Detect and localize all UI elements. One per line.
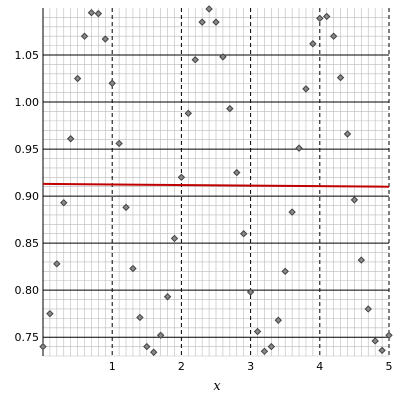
data-point (281, 267, 289, 276)
y-tick-label: 1.05 (15, 49, 40, 62)
data-point (143, 342, 151, 351)
y-tick-label: 0.90 (15, 190, 40, 203)
trend-line-layer (42, 182, 390, 188)
data-point (156, 331, 165, 340)
data-point (136, 313, 144, 322)
data-point (219, 53, 227, 61)
major-grid (42, 8, 390, 356)
data-point (198, 18, 206, 26)
data-point (122, 203, 130, 212)
data-point (101, 35, 109, 43)
x-tick-label: 1 (109, 360, 116, 373)
data-point (288, 208, 296, 216)
data-point (39, 342, 47, 351)
data-point (316, 14, 324, 23)
data-point (267, 342, 276, 351)
trend-line (42, 182, 390, 188)
data-point (115, 139, 123, 148)
minor-grid (43, 8, 389, 357)
data-point (73, 74, 82, 83)
data-point (87, 8, 96, 17)
y-tick-label: 0.80 (15, 284, 40, 297)
data-point (60, 198, 68, 207)
data-point (239, 230, 248, 238)
data-point (378, 346, 386, 355)
data-point (53, 260, 61, 268)
data-point (205, 5, 213, 13)
x-axis-label: x (213, 379, 221, 394)
data-point (274, 316, 282, 324)
data-point (66, 135, 75, 143)
data-point (184, 109, 193, 118)
y-tick-label: 1.00 (15, 96, 40, 109)
data-point (233, 168, 241, 177)
data-point (309, 40, 317, 48)
data-point (323, 12, 331, 21)
data-point (170, 234, 179, 243)
data-point (385, 331, 393, 340)
data-point (302, 85, 310, 93)
data-point (364, 305, 372, 313)
x-tick-labels: 1 2 3 4 5 (109, 360, 393, 373)
data-points (39, 5, 393, 356)
data-point (80, 32, 89, 40)
data-point (329, 32, 338, 40)
data-point (246, 288, 255, 296)
data-point (212, 18, 220, 26)
x-tick-label: 5 (386, 360, 393, 373)
data-point (260, 347, 269, 356)
data-point (177, 173, 186, 182)
y-tick-label: 0.75 (15, 331, 40, 344)
data-point (150, 348, 158, 356)
data-point (191, 56, 199, 64)
x-tick-label: 4 (316, 360, 323, 373)
data-point (295, 144, 303, 152)
data-point (129, 264, 137, 273)
data-point (253, 327, 262, 336)
y-tick-label: 0.85 (15, 237, 40, 250)
x-tick-label: 2 (178, 360, 185, 373)
data-point (343, 130, 352, 138)
data-point (350, 196, 359, 204)
data-point (371, 337, 379, 345)
y-tick-labels: 0.75 0.80 0.85 0.90 0.95 1.00 1.05 (15, 49, 40, 344)
data-point (108, 79, 116, 87)
data-point (94, 9, 103, 18)
data-point (163, 293, 172, 301)
data-point (336, 73, 345, 82)
data-point (226, 104, 234, 113)
x-tick-label: 3 (247, 360, 254, 373)
y-tick-label: 0.95 (15, 143, 40, 156)
data-point (46, 309, 54, 318)
data-point (357, 256, 366, 264)
